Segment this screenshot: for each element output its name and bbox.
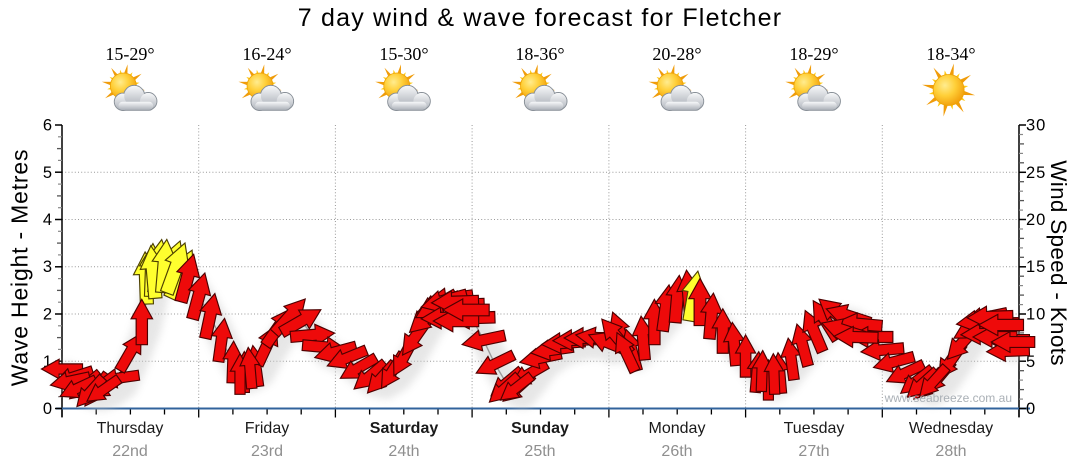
svg-text:2: 2 xyxy=(43,306,52,324)
svg-text:10: 10 xyxy=(1026,306,1046,324)
svg-text:25: 25 xyxy=(1026,164,1046,182)
svg-text:6: 6 xyxy=(43,117,52,135)
svg-text:4: 4 xyxy=(43,211,52,229)
svg-text:0: 0 xyxy=(1026,400,1036,418)
svg-text:5: 5 xyxy=(43,164,52,182)
svg-text:30: 30 xyxy=(1026,117,1046,135)
svg-text:5: 5 xyxy=(1026,353,1036,371)
svg-text:20: 20 xyxy=(1026,211,1046,229)
svg-text:15: 15 xyxy=(1026,258,1046,276)
svg-text:1: 1 xyxy=(43,353,52,371)
svg-text:3: 3 xyxy=(43,258,52,276)
svg-text:0: 0 xyxy=(43,400,52,418)
